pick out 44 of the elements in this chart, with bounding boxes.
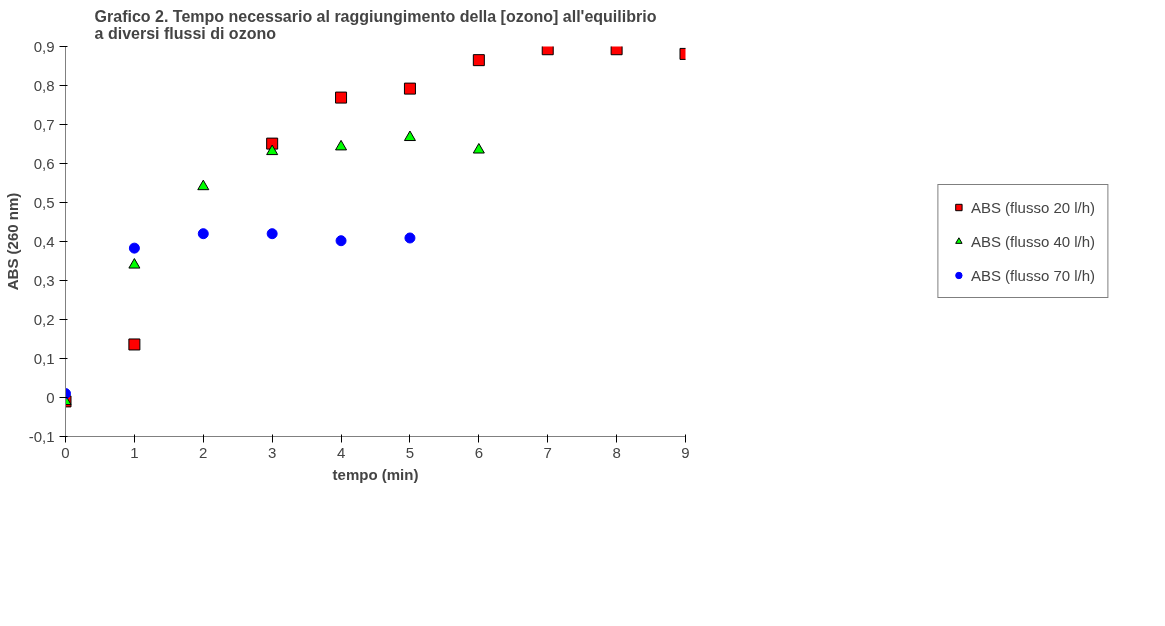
y-tick-label: 0,1 [33, 349, 55, 367]
point [472, 143, 485, 154]
point [404, 232, 416, 244]
y-tick-label: -0,1 [28, 427, 55, 445]
y-tick-label: 0,2 [33, 310, 55, 328]
legend-label: ABS (flusso 40 l/h) [970, 232, 1096, 250]
legend-label: ABS (flusso 20 l/h) [970, 198, 1096, 216]
point [128, 258, 141, 269]
point [197, 228, 209, 240]
x-tick-label: 3 [268, 443, 277, 461]
x-tick-label: 4 [336, 443, 346, 461]
point [128, 338, 141, 351]
y-tick-label: 0,8 [33, 76, 55, 94]
point [403, 82, 416, 95]
point [472, 54, 485, 67]
y-tick-label: 0,4 [33, 232, 55, 250]
legend-label: ABS (flusso 70 l/h) [970, 266, 1096, 284]
point [403, 130, 416, 142]
y-tick-label: 0,5 [33, 193, 55, 211]
point [335, 139, 348, 151]
point [266, 228, 278, 240]
x-tick-label: 0 [61, 443, 70, 461]
y-tick-label: 0,9 [33, 37, 55, 55]
x-tick-label: 5 [405, 443, 415, 461]
x-axis-title: tempo (min) [332, 465, 419, 483]
point [335, 235, 347, 247]
x-tick-label: 9 [681, 443, 690, 461]
x-tick-label: 7 [543, 443, 552, 461]
x-tick-label: 2 [199, 443, 208, 461]
y-tick-label: 0,6 [33, 154, 55, 172]
point [610, 46, 623, 56]
point [335, 91, 348, 104]
x-tick-label: 8 [612, 443, 621, 461]
point [541, 46, 554, 56]
y-tick-label: 0,3 [33, 271, 55, 289]
y-tick-label: 0,7 [33, 115, 55, 133]
chart-title: Grafico 2. Tempo necessario al raggiungimento della [ozono] all'equilibrio a diversi flussi di ozono [94, 7, 657, 42]
x-tick-label: 6 [474, 443, 484, 461]
point [197, 179, 210, 191]
y-tick-label: 0 [46, 388, 55, 406]
point [266, 144, 279, 156]
point [128, 242, 140, 254]
y-axis-title: ABS (260 nm) [3, 192, 21, 291]
x-tick-label: 1 [130, 443, 139, 461]
